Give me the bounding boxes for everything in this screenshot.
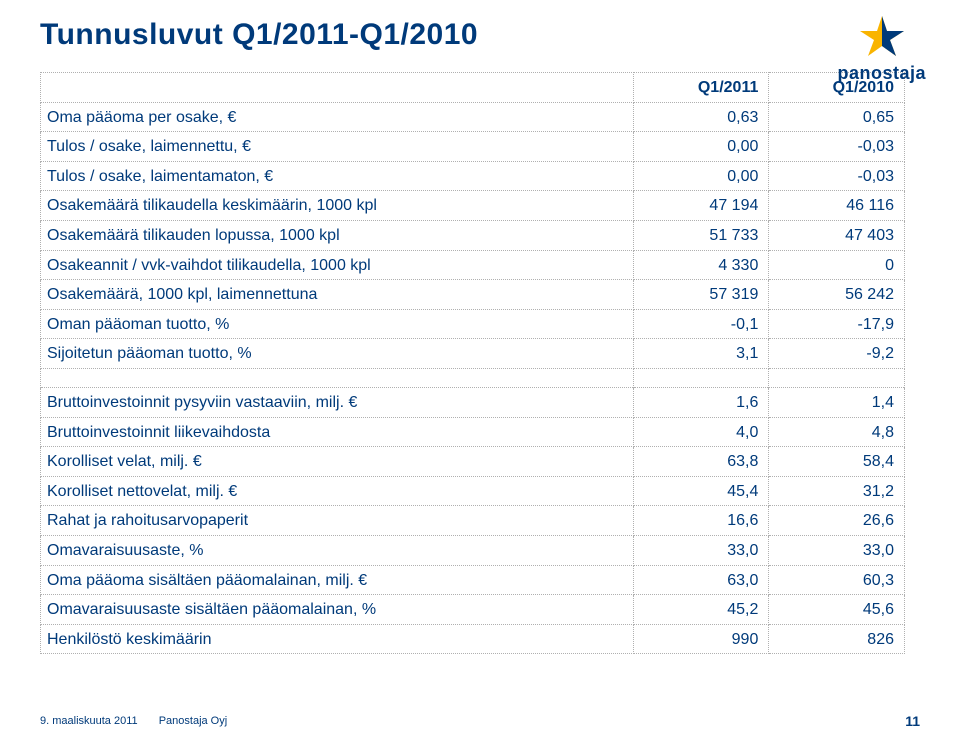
brand-logo: panostaja: [837, 16, 926, 84]
table-row: Tulos / osake, laimentamaton, €0,00-0,03: [41, 161, 905, 191]
row-label: Tulos / osake, laimentamaton, €: [41, 161, 634, 191]
row-label: Oman pääoman tuotto, %: [41, 309, 634, 339]
header-empty: [41, 73, 634, 103]
row-value: -17,9: [769, 309, 905, 339]
row-value: 57 319: [633, 280, 769, 310]
row-value: 51 733: [633, 220, 769, 250]
table-row: Korolliset nettovelat, milj. €45,431,2: [41, 476, 905, 506]
table-row: Osakemäärä, 1000 kpl, laimennettuna57 31…: [41, 280, 905, 310]
row-value: 33,0: [769, 535, 905, 565]
key-figures-table: Q1/2011 Q1/2010 Oma pääoma per osake, €0…: [40, 72, 905, 654]
row-value: 33,0: [633, 535, 769, 565]
row-value: 0,63: [633, 102, 769, 132]
row-label: Bruttoinvestoinnit liikevaihdosta: [41, 417, 634, 447]
row-value: 1,4: [769, 387, 905, 417]
brand-name: panostaja: [837, 63, 926, 84]
row-label: Osakemäärä, 1000 kpl, laimennettuna: [41, 280, 634, 310]
row-label: Omavaraisuusaste sisältäen pääomalainan,…: [41, 595, 634, 625]
row-label: Osakeannit / vvk-vaihdot tilikaudella, 1…: [41, 250, 634, 280]
row-value: -0,1: [633, 309, 769, 339]
footer-date: 9. maaliskuuta 2011: [40, 715, 138, 727]
table-row: Osakemäärä tilikauden lopussa, 1000 kpl5…: [41, 220, 905, 250]
row-value: 4,0: [633, 417, 769, 447]
row-value: 0,65: [769, 102, 905, 132]
table-row: Oma pääoma per osake, €0,630,65: [41, 102, 905, 132]
table-spacer: [41, 368, 905, 387]
row-value: 46 116: [769, 191, 905, 221]
table-row: Omavaraisuusaste sisältäen pääomalainan,…: [41, 595, 905, 625]
row-label: Oma pääoma sisältäen pääomalainan, milj.…: [41, 565, 634, 595]
footer-company: Panostaja Oyj: [159, 715, 227, 727]
footer: 9. maaliskuuta 2011 Panostaja Oyj: [40, 715, 227, 727]
row-value: 63,8: [633, 447, 769, 477]
row-label: Korolliset nettovelat, milj. €: [41, 476, 634, 506]
row-value: 45,2: [633, 595, 769, 625]
row-value: 26,6: [769, 506, 905, 536]
row-label: Bruttoinvestoinnit pysyviin vastaaviin, …: [41, 387, 634, 417]
row-value: 16,6: [633, 506, 769, 536]
table-row: Oman pääoman tuotto, %-0,1-17,9: [41, 309, 905, 339]
table-row: Osakemäärä tilikaudella keskimäärin, 100…: [41, 191, 905, 221]
table-row: Rahat ja rahoitusarvopaperit16,626,6: [41, 506, 905, 536]
row-value: 1,6: [633, 387, 769, 417]
page-title: Tunnusluvut Q1/2011-Q1/2010: [40, 18, 920, 52]
row-value: 0,00: [633, 161, 769, 191]
row-value: 56 242: [769, 280, 905, 310]
row-label: Rahat ja rahoitusarvopaperit: [41, 506, 634, 536]
row-label: Oma pääoma per osake, €: [41, 102, 634, 132]
star-icon: [856, 16, 908, 58]
row-value: 63,0: [633, 565, 769, 595]
row-value: 990: [633, 624, 769, 654]
row-label: Omavaraisuusaste, %: [41, 535, 634, 565]
table-row: Henkilöstö keskimäärin990826: [41, 624, 905, 654]
table-header-row: Q1/2011 Q1/2010: [41, 73, 905, 103]
row-label: Osakemäärä tilikauden lopussa, 1000 kpl: [41, 220, 634, 250]
row-value: 60,3: [769, 565, 905, 595]
table-row: Omavaraisuusaste, %33,033,0: [41, 535, 905, 565]
row-value: -0,03: [769, 161, 905, 191]
row-label: Sijoitetun pääoman tuotto, %: [41, 339, 634, 369]
row-value: 47 194: [633, 191, 769, 221]
table-row: Tulos / osake, laimennettu, €0,00-0,03: [41, 132, 905, 162]
table-row: Osakeannit / vvk-vaihdot tilikaudella, 1…: [41, 250, 905, 280]
table-row: Bruttoinvestoinnit liikevaihdosta4,04,8: [41, 417, 905, 447]
row-value: 45,6: [769, 595, 905, 625]
row-value: 826: [769, 624, 905, 654]
table-row: Korolliset velat, milj. €63,858,4: [41, 447, 905, 477]
row-value: 4,8: [769, 417, 905, 447]
row-value: -0,03: [769, 132, 905, 162]
row-value: 3,1: [633, 339, 769, 369]
row-label: Korolliset velat, milj. €: [41, 447, 634, 477]
row-label: Henkilöstö keskimäärin: [41, 624, 634, 654]
row-value: 45,4: [633, 476, 769, 506]
row-value: 31,2: [769, 476, 905, 506]
row-value: -9,2: [769, 339, 905, 369]
table-row: Sijoitetun pääoman tuotto, %3,1-9,2: [41, 339, 905, 369]
row-label: Tulos / osake, laimennettu, €: [41, 132, 634, 162]
row-value: 0,00: [633, 132, 769, 162]
row-value: 47 403: [769, 220, 905, 250]
table-row: Bruttoinvestoinnit pysyviin vastaaviin, …: [41, 387, 905, 417]
header-col-1: Q1/2011: [633, 73, 769, 103]
row-value: 0: [769, 250, 905, 280]
page-number: 11: [905, 713, 920, 729]
row-label: Osakemäärä tilikaudella keskimäärin, 100…: [41, 191, 634, 221]
table-row: Oma pääoma sisältäen pääomalainan, milj.…: [41, 565, 905, 595]
row-value: 4 330: [633, 250, 769, 280]
row-value: 58,4: [769, 447, 905, 477]
